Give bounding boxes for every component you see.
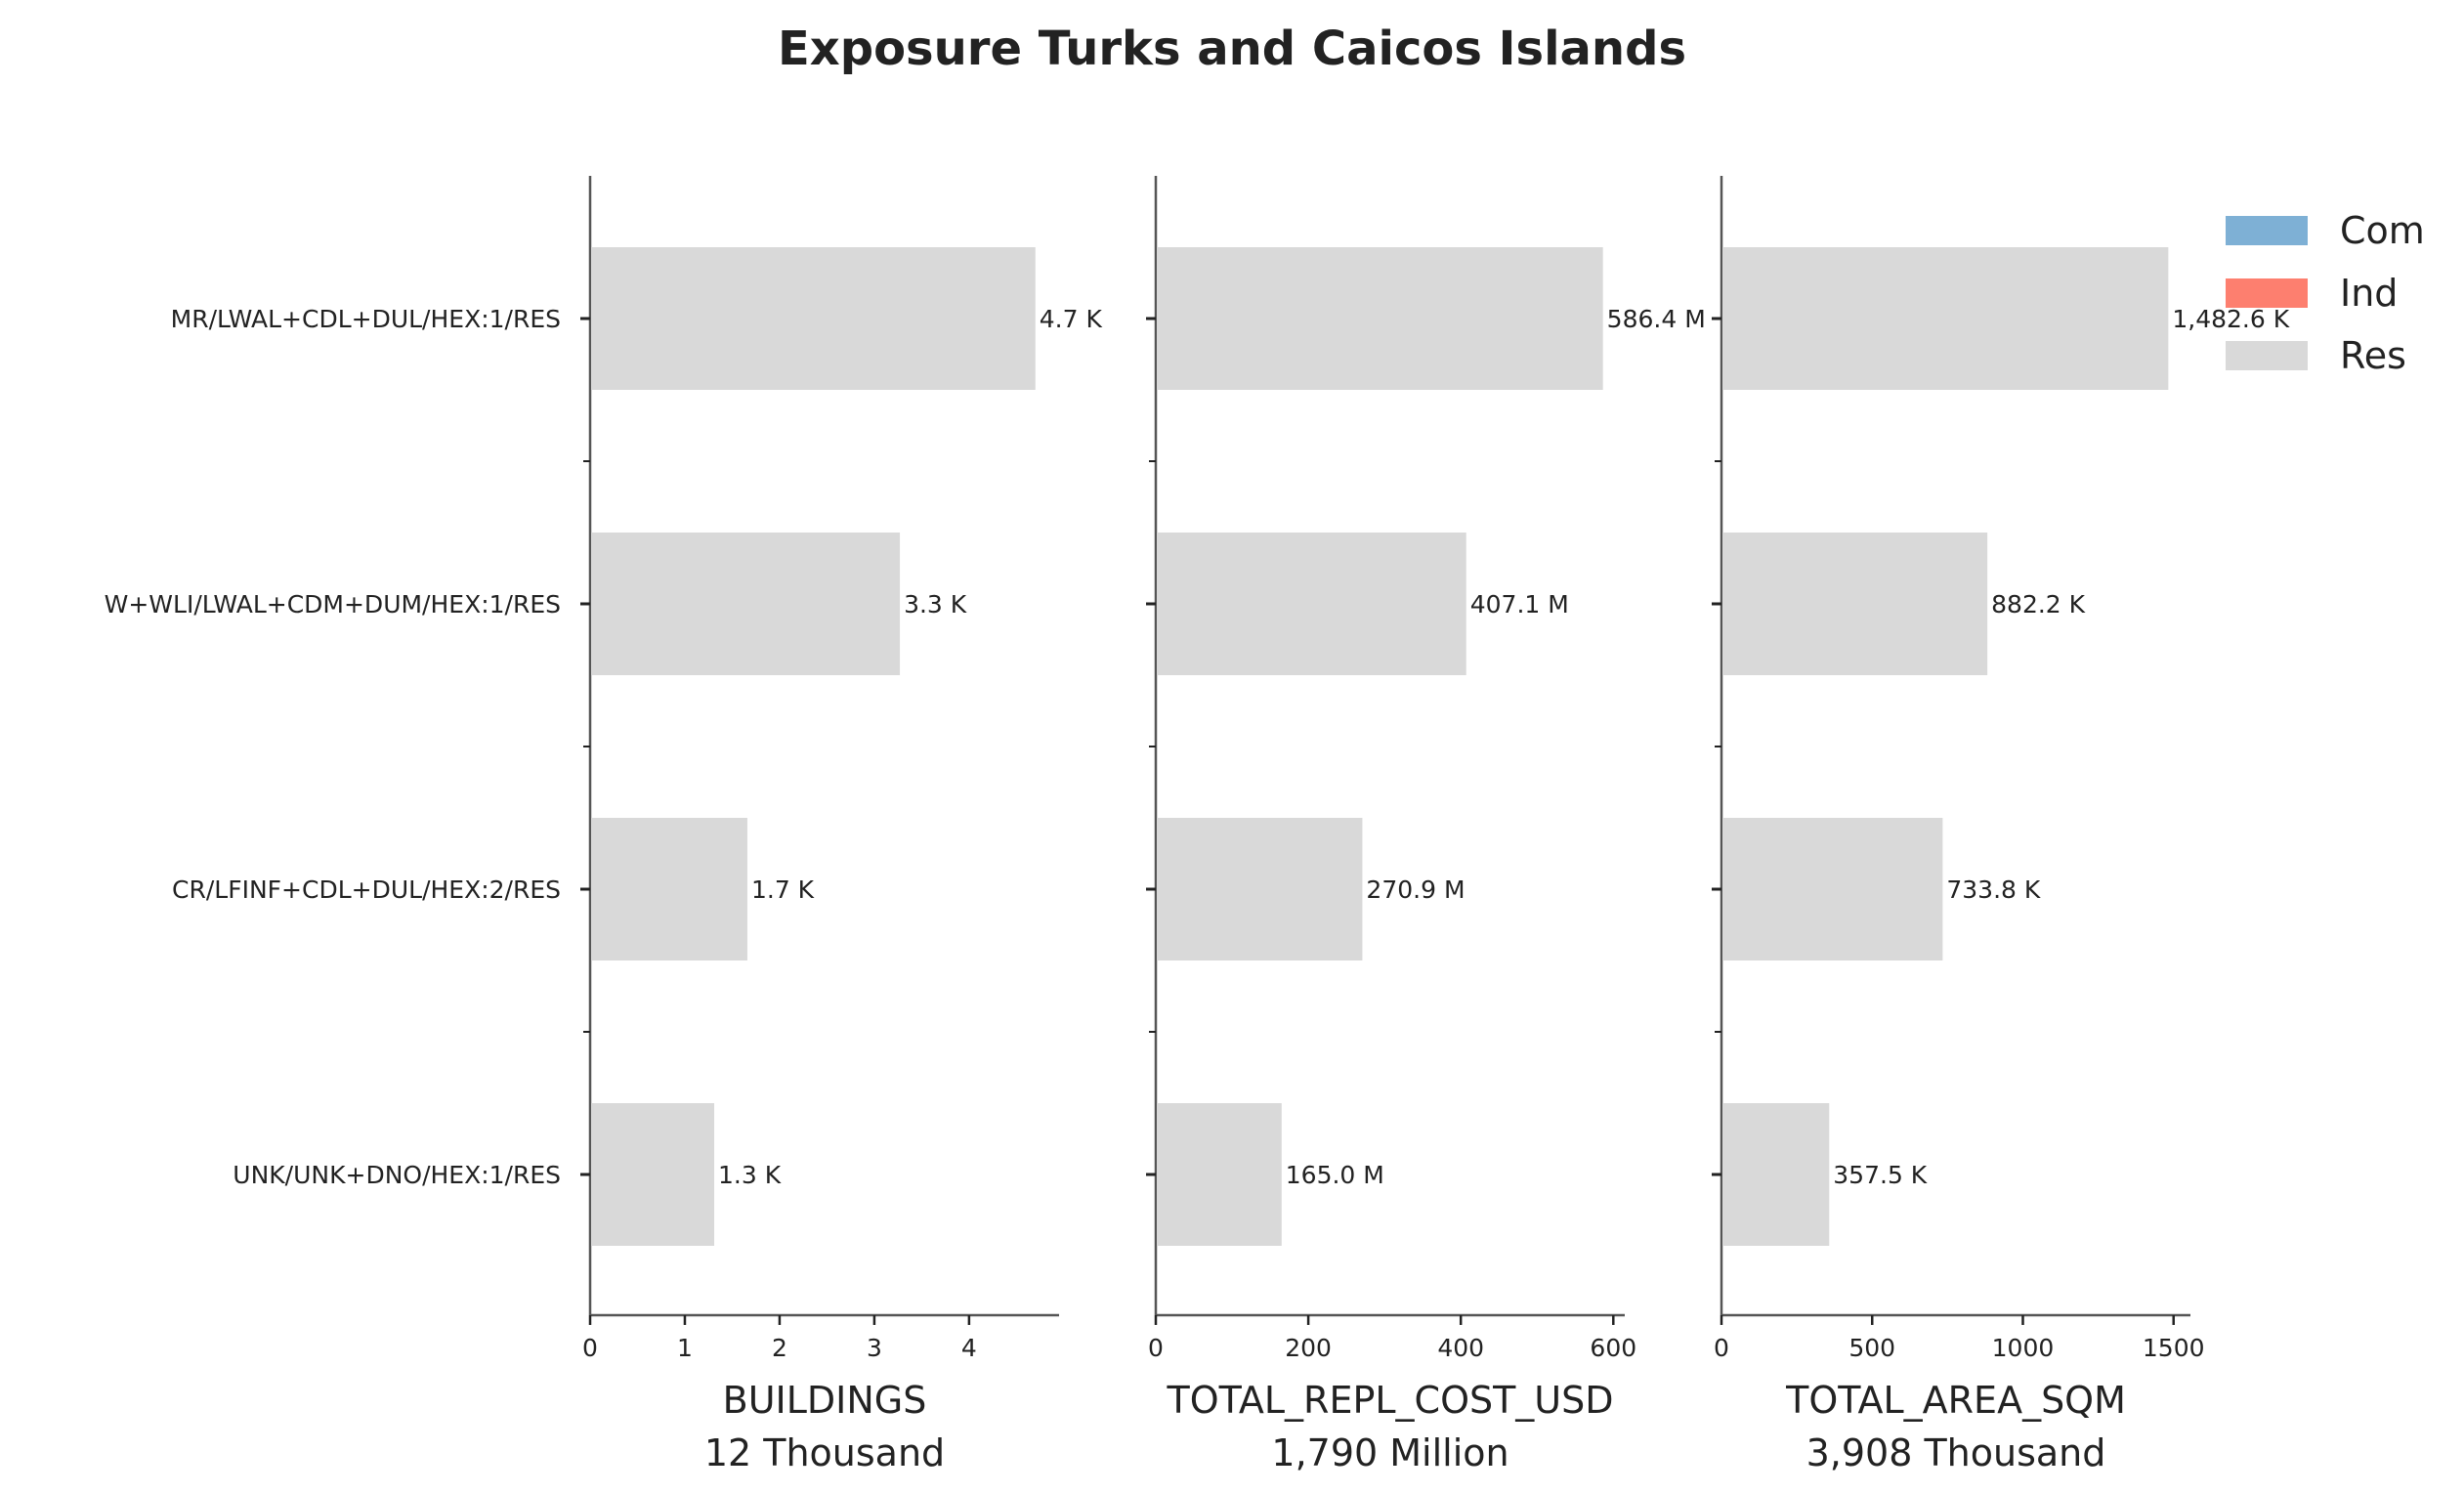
- x-tick-label: 400: [1437, 1334, 1484, 1362]
- bar-res: [591, 818, 747, 960]
- x-tick-label: 600: [1590, 1334, 1636, 1362]
- bar-res: [1722, 818, 1943, 960]
- category-label: W+WLI/LWAL+CDM+DUM/HEX:1/RES: [105, 590, 561, 619]
- category-label: UNK/UNK+DNO/HEX:1/RES: [233, 1161, 561, 1189]
- x-tick-label: 1000: [1992, 1334, 2055, 1362]
- bar-value-label: 586.4 M: [1607, 305, 1706, 333]
- bar-value-label: 4.7 K: [1040, 305, 1103, 333]
- bar-res: [1157, 533, 1466, 675]
- x-tick-label: 200: [1285, 1334, 1332, 1362]
- legend-swatch-com: [2226, 216, 2308, 245]
- bar-res: [591, 247, 1036, 390]
- bar-value-label: 733.8 K: [1946, 875, 2041, 904]
- x-axis-total: 1,790 Million: [1271, 1431, 1508, 1474]
- x-tick-label: 1500: [2143, 1334, 2205, 1362]
- x-axis-title: TOTAL_REPL_COST_USD: [1166, 1379, 1613, 1422]
- legend-label: Res: [2340, 334, 2406, 377]
- x-tick-label: 3: [867, 1334, 882, 1362]
- x-tick-label: 500: [1848, 1334, 1895, 1362]
- category-label: CR/LFINF+CDL+DUL/HEX:2/RES: [172, 875, 561, 904]
- bar-res: [1722, 1103, 1830, 1246]
- bar-res: [591, 1103, 715, 1246]
- bar-value-label: 1,482.6 K: [2172, 305, 2289, 333]
- x-tick-label: 0: [1714, 1334, 1729, 1362]
- x-axis-title: TOTAL_AREA_SQM: [1785, 1379, 2126, 1422]
- x-tick-label: 0: [582, 1334, 598, 1362]
- legend-swatch-ind: [2226, 278, 2308, 308]
- bar-res: [591, 533, 901, 675]
- bar-res: [1722, 247, 2169, 390]
- bar-value-label: 357.5 K: [1833, 1161, 1928, 1189]
- bar-res: [1722, 533, 1988, 675]
- bar-value-label: 165.0 M: [1286, 1161, 1384, 1189]
- bar-value-label: 407.1 M: [1470, 590, 1569, 619]
- legend-swatch-res: [2226, 341, 2308, 370]
- x-tick-label: 1: [677, 1334, 693, 1362]
- x-axis-title: BUILDINGS: [723, 1379, 927, 1422]
- category-label: MR/LWAL+CDL+DUL/HEX:1/RES: [171, 305, 561, 333]
- chart-title: Exposure Turks and Caicos Islands: [777, 21, 1687, 76]
- legend-label: Ind: [2340, 272, 2398, 315]
- legend-label: Com: [2340, 209, 2425, 252]
- bar-res: [1157, 818, 1363, 960]
- bar-value-label: 3.3 K: [904, 590, 967, 619]
- x-axis-total: 3,908 Thousand: [1806, 1431, 2106, 1474]
- bar-res: [1157, 1103, 1282, 1246]
- bar-value-label: 1.3 K: [718, 1161, 782, 1189]
- bar-value-label: 1.7 K: [751, 875, 815, 904]
- x-tick-label: 0: [1148, 1334, 1164, 1362]
- x-tick-label: 2: [772, 1334, 787, 1362]
- bar-value-label: 882.2 K: [1991, 590, 2086, 619]
- bar-value-label: 270.9 M: [1366, 875, 1465, 904]
- bar-res: [1157, 247, 1603, 390]
- x-axis-total: 12 Thousand: [704, 1431, 945, 1474]
- x-tick-label: 4: [961, 1334, 977, 1362]
